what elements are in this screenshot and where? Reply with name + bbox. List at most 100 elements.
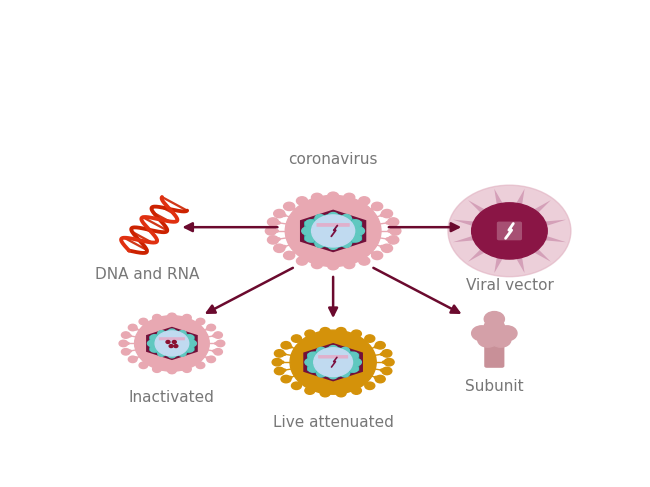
Circle shape (283, 369, 286, 371)
Circle shape (158, 351, 166, 356)
Circle shape (315, 214, 325, 222)
Circle shape (186, 335, 194, 340)
Circle shape (207, 356, 216, 362)
Circle shape (305, 387, 315, 394)
Circle shape (277, 238, 280, 240)
Circle shape (448, 185, 571, 277)
Circle shape (384, 358, 394, 366)
Circle shape (283, 214, 286, 216)
Text: Viral vector: Viral vector (465, 278, 553, 293)
Circle shape (139, 362, 148, 369)
Circle shape (196, 362, 205, 369)
Circle shape (336, 390, 346, 397)
Circle shape (206, 357, 209, 359)
Circle shape (371, 207, 374, 210)
Circle shape (145, 322, 148, 324)
Polygon shape (453, 236, 474, 242)
Circle shape (186, 346, 194, 352)
Polygon shape (545, 236, 566, 242)
Circle shape (277, 222, 280, 224)
Circle shape (183, 366, 191, 373)
Circle shape (351, 235, 361, 242)
Circle shape (168, 367, 176, 374)
Circle shape (281, 375, 291, 383)
Circle shape (349, 365, 358, 372)
Polygon shape (304, 343, 363, 381)
Circle shape (196, 322, 199, 324)
Circle shape (375, 341, 385, 349)
Polygon shape (150, 329, 194, 358)
Circle shape (306, 220, 315, 227)
Circle shape (380, 245, 384, 248)
Circle shape (283, 202, 294, 210)
Circle shape (135, 328, 138, 330)
Circle shape (213, 335, 215, 337)
Circle shape (292, 252, 295, 254)
Circle shape (289, 376, 292, 378)
Circle shape (329, 372, 337, 379)
FancyBboxPatch shape (317, 223, 350, 227)
Circle shape (324, 333, 328, 335)
Circle shape (135, 316, 209, 371)
Circle shape (214, 342, 217, 344)
Circle shape (484, 312, 504, 327)
Circle shape (311, 193, 322, 202)
Circle shape (188, 340, 196, 346)
Circle shape (166, 340, 170, 343)
Circle shape (214, 349, 222, 355)
Circle shape (281, 361, 284, 363)
Circle shape (268, 236, 279, 244)
Circle shape (353, 387, 356, 389)
Circle shape (206, 328, 209, 330)
Circle shape (290, 330, 376, 394)
Circle shape (128, 324, 137, 331)
Circle shape (314, 348, 352, 376)
Circle shape (359, 197, 370, 205)
Circle shape (274, 209, 285, 218)
Circle shape (214, 332, 222, 338)
Circle shape (380, 214, 384, 216)
Circle shape (352, 330, 361, 337)
Circle shape (387, 236, 398, 244)
Polygon shape (320, 357, 346, 368)
Circle shape (119, 340, 127, 347)
Circle shape (328, 192, 339, 200)
Polygon shape (304, 212, 362, 250)
Circle shape (171, 367, 173, 369)
Circle shape (386, 238, 389, 240)
Circle shape (491, 332, 511, 347)
Circle shape (349, 352, 358, 359)
Circle shape (157, 319, 160, 321)
Text: coronavirus: coronavirus (289, 152, 378, 167)
Circle shape (122, 332, 130, 338)
Circle shape (296, 197, 307, 205)
Polygon shape (318, 225, 348, 237)
Circle shape (311, 387, 313, 389)
Circle shape (298, 339, 302, 342)
Circle shape (344, 193, 355, 202)
Text: Inactivated: Inactivated (129, 390, 215, 405)
Polygon shape (516, 258, 525, 273)
Circle shape (351, 220, 361, 227)
Circle shape (365, 382, 368, 385)
Circle shape (129, 350, 131, 352)
Circle shape (272, 358, 282, 366)
Circle shape (365, 339, 368, 342)
FancyBboxPatch shape (497, 222, 522, 240)
Circle shape (317, 347, 326, 354)
Circle shape (168, 329, 176, 335)
Circle shape (324, 389, 328, 392)
Circle shape (346, 199, 350, 202)
Circle shape (153, 366, 161, 373)
Polygon shape (146, 327, 198, 360)
Circle shape (127, 342, 129, 344)
Circle shape (298, 382, 302, 385)
Circle shape (289, 346, 292, 348)
Text: DNA and RNA: DNA and RNA (94, 266, 199, 281)
Circle shape (382, 209, 393, 218)
Circle shape (372, 251, 383, 260)
Circle shape (353, 335, 356, 337)
Circle shape (196, 318, 205, 325)
Circle shape (213, 350, 215, 352)
Circle shape (308, 352, 317, 359)
